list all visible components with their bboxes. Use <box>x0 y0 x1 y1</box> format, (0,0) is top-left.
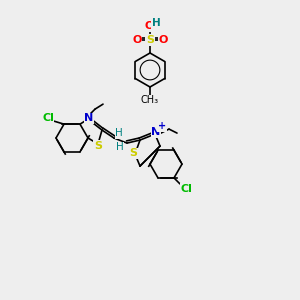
Text: +: + <box>158 121 166 131</box>
Text: O: O <box>144 21 154 31</box>
Text: S: S <box>129 148 137 158</box>
Text: N: N <box>84 113 94 123</box>
Text: H: H <box>116 142 124 152</box>
Text: S: S <box>146 35 154 45</box>
Text: H: H <box>152 18 160 28</box>
Text: S: S <box>94 141 102 151</box>
Text: O: O <box>158 35 168 45</box>
Text: H: H <box>115 128 123 138</box>
Text: O: O <box>132 35 142 45</box>
Text: Cl: Cl <box>42 113 54 123</box>
Text: N: N <box>152 127 160 137</box>
Text: Cl: Cl <box>180 184 192 194</box>
Text: CH₃: CH₃ <box>141 95 159 105</box>
